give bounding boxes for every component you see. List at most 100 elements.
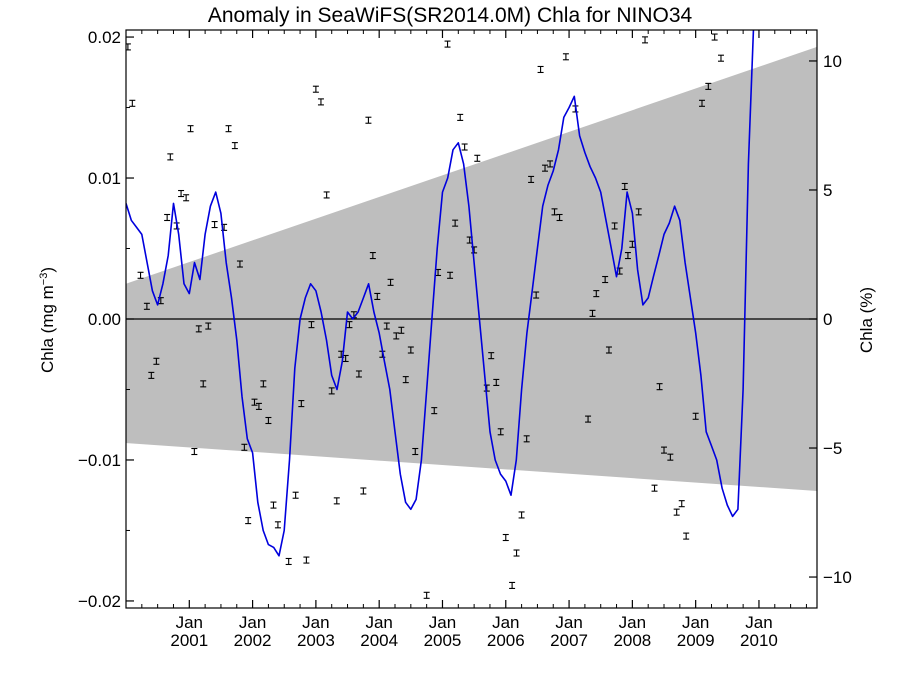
data-point bbox=[346, 321, 353, 329]
axis-ticks: −0.02−0.010.000.010.02−10−50510Jan2001Ja… bbox=[78, 28, 852, 650]
y-tick-label: −0.01 bbox=[78, 451, 121, 470]
data-point bbox=[589, 309, 596, 317]
x-tick-month-label: Jan bbox=[302, 613, 329, 632]
data-point bbox=[518, 511, 525, 519]
data-point bbox=[260, 380, 267, 388]
series-line bbox=[126, 30, 755, 557]
data-point bbox=[303, 556, 310, 564]
data-point bbox=[692, 412, 699, 420]
data-point bbox=[126, 43, 131, 51]
x-tick-month-label: Jan bbox=[745, 613, 772, 632]
data-point bbox=[556, 213, 563, 222]
x-tick-year-label: 2009 bbox=[677, 631, 715, 650]
data-point bbox=[651, 484, 658, 492]
data-point bbox=[528, 175, 535, 183]
data-point bbox=[711, 33, 718, 41]
data-point bbox=[642, 36, 649, 44]
data-point bbox=[542, 164, 549, 172]
data-point bbox=[317, 98, 324, 106]
data-point bbox=[611, 222, 618, 230]
y-axis-label: Chla (mg m−3) bbox=[38, 267, 57, 373]
x-tick-year-label: 2010 bbox=[740, 631, 778, 650]
data-point bbox=[374, 292, 381, 300]
data-point bbox=[308, 321, 315, 329]
data-point bbox=[183, 194, 190, 202]
data-point bbox=[602, 275, 609, 284]
data-point bbox=[191, 447, 198, 456]
data-point bbox=[656, 383, 663, 391]
data-point bbox=[533, 291, 540, 299]
x-tick-year-label: 2008 bbox=[613, 631, 651, 650]
x-tick-year-label: 2007 bbox=[550, 631, 588, 650]
data-point bbox=[225, 125, 232, 133]
data-point bbox=[178, 189, 185, 198]
x-tick-year-label: 2001 bbox=[170, 631, 208, 650]
data-point bbox=[241, 443, 248, 451]
x-tick-month-label: Jan bbox=[682, 613, 709, 632]
x-tick-month-label: Jan bbox=[492, 613, 519, 632]
y-tick-label: 0.02 bbox=[88, 28, 121, 47]
data-point bbox=[383, 322, 390, 330]
data-point bbox=[274, 521, 281, 529]
data-point bbox=[457, 113, 464, 121]
data-point bbox=[236, 260, 243, 268]
data-point bbox=[551, 208, 558, 216]
data-point bbox=[407, 346, 414, 354]
data-point bbox=[312, 85, 319, 93]
data-point bbox=[398, 326, 405, 334]
data-point bbox=[153, 357, 160, 365]
x-tick-year-label: 2002 bbox=[234, 631, 272, 650]
data-point bbox=[497, 428, 504, 436]
data-point bbox=[461, 143, 468, 151]
data-point bbox=[605, 346, 612, 354]
y2-tick-label: −10 bbox=[823, 568, 852, 587]
x-tick-year-label: 2005 bbox=[424, 631, 462, 650]
data-point bbox=[537, 65, 544, 74]
data-point bbox=[265, 416, 272, 425]
y2-tick-label: 0 bbox=[823, 310, 832, 329]
data-point bbox=[148, 371, 155, 379]
data-point bbox=[562, 53, 569, 61]
data-point bbox=[369, 252, 376, 260]
y2-tick-label: −5 bbox=[823, 439, 842, 458]
data-point bbox=[187, 125, 194, 133]
data-point bbox=[323, 191, 330, 199]
data-point bbox=[717, 54, 724, 62]
plot-area bbox=[126, 30, 817, 599]
data-point bbox=[360, 487, 367, 495]
data-point bbox=[333, 497, 340, 505]
data-point bbox=[431, 407, 438, 415]
data-point bbox=[292, 491, 299, 499]
data-point bbox=[412, 447, 419, 456]
data-point bbox=[355, 370, 362, 378]
data-point bbox=[245, 517, 252, 525]
data-point bbox=[251, 398, 258, 406]
x-tick-year-label: 2004 bbox=[360, 631, 398, 650]
data-point bbox=[547, 160, 554, 168]
y-tick-label: 0.01 bbox=[88, 169, 121, 188]
data-point bbox=[624, 252, 631, 260]
data-point bbox=[513, 549, 520, 557]
data-point bbox=[635, 208, 642, 216]
data-point bbox=[393, 332, 400, 340]
data-point bbox=[402, 376, 409, 384]
data-point bbox=[523, 435, 530, 443]
x-tick-month-label: Jan bbox=[555, 613, 582, 632]
data-point bbox=[143, 302, 150, 310]
data-point bbox=[678, 500, 685, 508]
data-point bbox=[502, 533, 509, 542]
y-tick-label: 0.00 bbox=[88, 310, 121, 329]
data-point bbox=[200, 380, 207, 388]
data-point bbox=[423, 591, 430, 599]
data-point bbox=[164, 213, 171, 222]
data-point bbox=[509, 581, 516, 589]
data-point bbox=[270, 501, 277, 509]
data-point bbox=[621, 182, 628, 191]
data-point bbox=[683, 532, 690, 540]
data-point bbox=[493, 378, 500, 386]
confidence-band bbox=[126, 46, 817, 491]
data-point bbox=[661, 446, 668, 454]
y2-axis-label: Chla (%) bbox=[857, 287, 876, 353]
x-tick-year-label: 2003 bbox=[297, 631, 335, 650]
